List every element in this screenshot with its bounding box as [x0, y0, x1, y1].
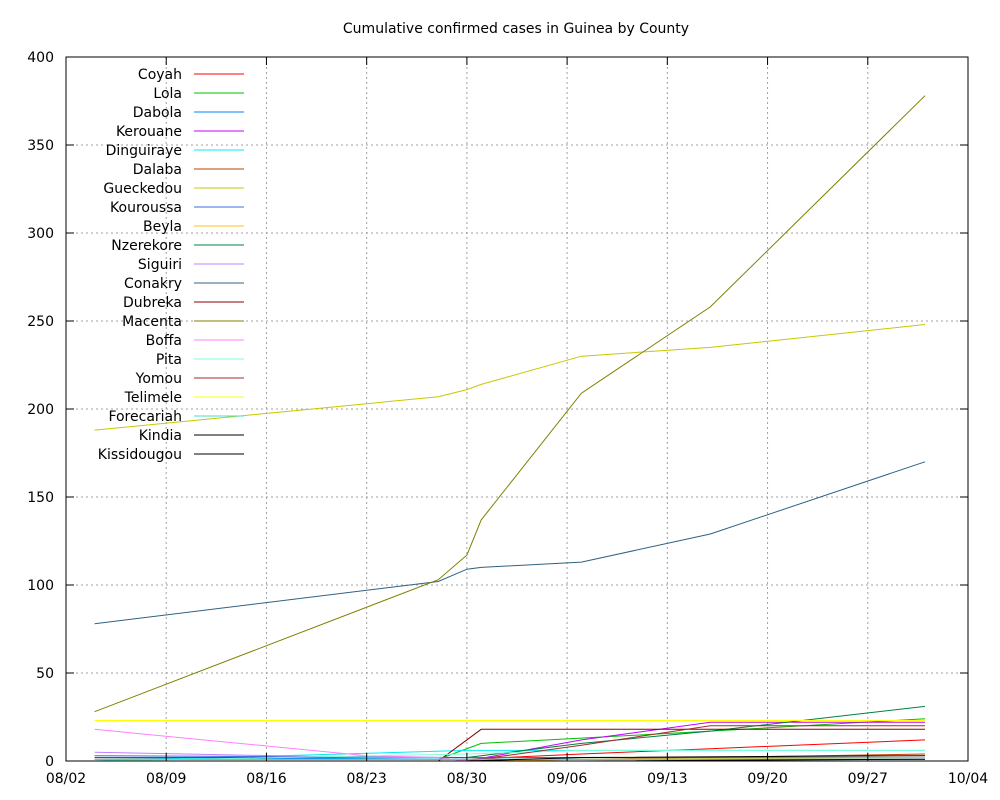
axis-ticks: 0 50 100 150 200 250 300 350 400 08/02 08/09 08/16 0…	[27, 50, 988, 787]
legend-label-forecariah: Forecariah	[108, 409, 182, 425]
legend-label-yomou: Yomou	[135, 371, 182, 387]
y-tick-label: 250	[27, 314, 54, 330]
x-tick-label: 08/23	[346, 771, 386, 787]
x-tick-label: 09/13	[647, 771, 687, 787]
series-line-conakry	[94, 461, 926, 625]
y-tick-label: 200	[27, 402, 54, 418]
legend-label-coyah: Coyah	[138, 67, 182, 83]
series-line-nzerekore	[94, 705, 926, 758]
grid	[66, 57, 968, 761]
legend-label-kissidougou: Kissidougou	[98, 447, 182, 463]
x-tick-label: 08/16	[246, 771, 286, 787]
legend-label-dabola: Dabola	[133, 105, 182, 121]
y-tick-label: 400	[27, 50, 54, 66]
legend-label-dubreka: Dubreka	[123, 295, 182, 311]
x-tick-label: 08/02	[46, 771, 86, 787]
legend-label-nzerekore: Nzerekore	[111, 238, 182, 254]
legend-label-siguiri: Siguiri	[138, 257, 182, 273]
legend-label-macenta: Macenta	[122, 314, 182, 330]
x-tick-label: 10/04	[948, 771, 988, 787]
series-line-macenta	[94, 95, 926, 713]
x-tick-label: 09/06	[547, 771, 587, 787]
series-line-kouroussa	[94, 755, 925, 758]
chart-title: Cumulative confirmed cases in Guinea by …	[343, 21, 689, 37]
legend-label-kouroussa: Kouroussa	[110, 200, 182, 216]
legend-label-dalaba: Dalaba	[133, 162, 182, 178]
x-tick-label: 09/20	[747, 771, 787, 787]
y-tick-label: 0	[45, 754, 54, 770]
legend: Coyah Lola Dabola Kerouane Dinguiraye Dalaba G…	[98, 67, 244, 463]
legend-label-beyla: Beyla	[143, 219, 182, 235]
y-tick-label: 100	[27, 578, 54, 594]
x-tick-label: 08/30	[447, 771, 487, 787]
legend-label-kerouane: Kerouane	[116, 124, 182, 140]
legend-label-dinguiraye: Dinguiraye	[106, 143, 182, 159]
x-tick-label: 09/27	[848, 771, 888, 787]
series-line-pita	[94, 749, 925, 762]
legend-label-pita: Pita	[156, 352, 182, 368]
y-tick-label: 150	[27, 490, 54, 506]
x-tick-label: 08/09	[146, 771, 186, 787]
legend-label-boffa: Boffa	[146, 333, 182, 349]
y-tick-label: 50	[36, 666, 54, 682]
legend-label-telimele: Telimele	[124, 390, 182, 406]
y-tick-label: 350	[27, 138, 54, 154]
series-lines	[94, 95, 926, 762]
legend-label-kindia: Kindia	[139, 428, 182, 444]
legend-label-conakry: Conakry	[124, 276, 182, 292]
legend-label-gueckedou: Gueckedou	[103, 181, 182, 197]
y-tick-label: 300	[27, 226, 54, 242]
series-line-gueckedou	[94, 324, 926, 431]
legend-label-lola: Lola	[153, 86, 182, 102]
